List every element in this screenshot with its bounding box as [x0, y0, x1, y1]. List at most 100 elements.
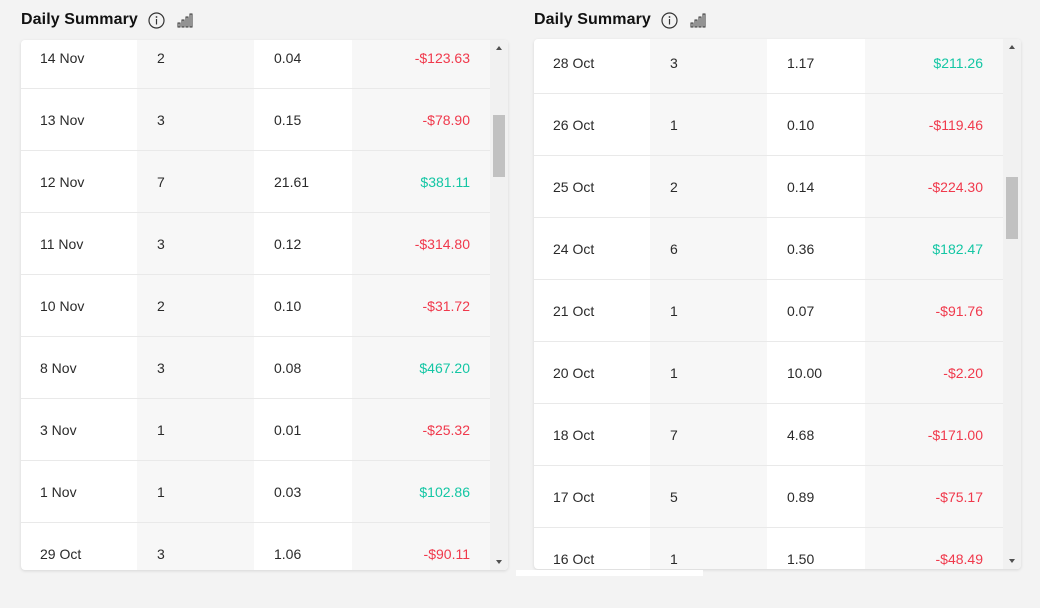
lots-cell: 0.15 — [274, 111, 302, 128]
table-row[interactable]: 8 Nov 3 0.08 $467.20 — [21, 337, 490, 399]
table-row[interactable]: 3 Nov 1 0.01 -$25.32 — [21, 399, 490, 461]
pnl-cell: -$78.90 — [352, 89, 490, 150]
date-cell: 11 Nov — [40, 235, 84, 252]
trades-cell: 1 — [650, 280, 767, 341]
lots-cell: 10.00 — [787, 364, 823, 381]
lots-cell: 0.36 — [787, 240, 815, 257]
info-icon[interactable] — [148, 11, 166, 29]
scroll-down-button[interactable] — [1003, 553, 1021, 569]
table-row[interactable]: 24 Oct 6 0.36 $182.47 — [534, 218, 1003, 280]
lots-cell: 0.14 — [787, 178, 815, 195]
date-cell: 1 Nov — [40, 483, 77, 500]
bottom-edge-strip — [516, 570, 703, 576]
bar-chart-icon[interactable] — [176, 11, 194, 29]
table-row[interactable]: 20 Oct 1 10.00 -$2.20 — [534, 342, 1003, 404]
trades-cell: 1 — [650, 528, 767, 569]
arrow-up-icon — [496, 46, 502, 50]
panel-header: Daily Summary — [21, 0, 508, 40]
daily-summary-panel-right: Daily Summary 28 Oct 3 1.17 $211.26 26 Oct 1 0… — [534, 0, 1021, 569]
pnl-cell: $182.47 — [865, 218, 1003, 279]
lots-cell: 0.12 — [274, 235, 302, 252]
date-cell: 17 Oct — [553, 488, 595, 505]
trades-cell: 3 — [137, 523, 254, 570]
trades-cell: 5 — [650, 466, 767, 527]
date-cell: 29 Oct — [40, 545, 82, 562]
date-cell: 28 Oct — [553, 54, 595, 71]
scroll-up-button[interactable] — [490, 40, 508, 56]
table-row[interactable]: 28 Oct 3 1.17 $211.26 — [534, 39, 1003, 94]
date-cell: 18 Oct — [553, 426, 595, 443]
pnl-cell: -$119.46 — [865, 94, 1003, 155]
arrow-down-icon — [1009, 559, 1015, 563]
trades-cell: 1 — [137, 461, 254, 522]
table-row[interactable]: 21 Oct 1 0.07 -$91.76 — [534, 280, 1003, 342]
arrow-up-icon — [1009, 45, 1015, 49]
pnl-cell: $381.11 — [352, 151, 490, 212]
scroll-thumb[interactable] — [493, 115, 505, 177]
date-cell: 16 Oct — [553, 550, 595, 567]
lots-cell: 0.08 — [274, 359, 302, 376]
scrollbar[interactable] — [1003, 39, 1021, 569]
pnl-cell: $467.20 — [352, 337, 490, 398]
lots-cell: 0.04 — [274, 49, 302, 66]
table-row[interactable]: 26 Oct 1 0.10 -$119.46 — [534, 94, 1003, 156]
lots-cell: 1.06 — [274, 545, 302, 562]
date-cell: 12 Nov — [40, 173, 85, 190]
date-cell: 26 Oct — [553, 116, 595, 133]
lots-cell: 0.10 — [787, 116, 815, 133]
lots-cell: 0.01 — [274, 421, 302, 438]
trades-cell: 2 — [137, 275, 254, 336]
lots-cell: 1.50 — [787, 550, 815, 567]
bar-chart-icon[interactable] — [689, 11, 707, 29]
scroll-down-button[interactable] — [490, 554, 508, 570]
date-cell: 14 Nov — [40, 49, 85, 66]
arrow-down-icon — [496, 560, 502, 564]
trades-cell: 1 — [650, 94, 767, 155]
trades-cell: 7 — [137, 151, 254, 212]
lots-cell: 4.68 — [787, 426, 815, 443]
date-cell: 8 Nov — [40, 359, 77, 376]
pnl-cell: $211.26 — [865, 39, 1003, 93]
scroll-thumb[interactable] — [1006, 177, 1018, 239]
pnl-cell: -$2.20 — [865, 342, 1003, 403]
table-row[interactable]: 13 Nov 3 0.15 -$78.90 — [21, 89, 490, 151]
date-cell: 20 Oct — [553, 364, 595, 381]
lots-cell: 0.03 — [274, 483, 302, 500]
summary-table: 14 Nov 2 0.04 -$123.63 13 Nov 3 0.15 -$78.90 12 … — [21, 40, 508, 570]
date-cell: 13 Nov — [40, 111, 85, 128]
trades-cell: 3 — [137, 337, 254, 398]
scrollbar[interactable] — [490, 40, 508, 570]
pnl-cell: -$48.49 — [865, 528, 1003, 569]
info-icon[interactable] — [661, 11, 679, 29]
pnl-cell: -$123.63 — [352, 40, 490, 88]
table-row[interactable]: 29 Oct 3 1.06 -$90.11 — [21, 523, 490, 570]
date-cell: 25 Oct — [553, 178, 595, 195]
table-row[interactable]: 1 Nov 1 0.03 $102.86 — [21, 461, 490, 523]
trades-cell: 3 — [137, 89, 254, 150]
date-cell: 3 Nov — [40, 421, 77, 438]
trades-cell: 1 — [650, 342, 767, 403]
trades-cell: 1 — [137, 399, 254, 460]
table-row[interactable]: 25 Oct 2 0.14 -$224.30 — [534, 156, 1003, 218]
table-row[interactable]: 11 Nov 3 0.12 -$314.80 — [21, 213, 490, 275]
trades-cell: 3 — [137, 213, 254, 274]
table-row[interactable]: 18 Oct 7 4.68 -$171.00 — [534, 404, 1003, 466]
pnl-cell: $102.86 — [352, 461, 490, 522]
daily-summary-panel-left: Daily Summary 14 Nov 2 0.04 -$123.63 13 Nov 3… — [21, 0, 508, 570]
lots-cell: 0.89 — [787, 488, 815, 505]
table-row[interactable]: 12 Nov 7 21.61 $381.11 — [21, 151, 490, 213]
pnl-cell: -$314.80 — [352, 213, 490, 274]
pnl-cell: -$75.17 — [865, 466, 1003, 527]
pnl-cell: -$224.30 — [865, 156, 1003, 217]
trades-cell: 2 — [137, 40, 254, 88]
table-row[interactable]: 16 Oct 1 1.50 -$48.49 — [534, 528, 1003, 569]
scroll-up-button[interactable] — [1003, 39, 1021, 55]
trades-cell: 2 — [650, 156, 767, 217]
pnl-cell: -$171.00 — [865, 404, 1003, 465]
table-row[interactable]: 17 Oct 5 0.89 -$75.17 — [534, 466, 1003, 528]
pnl-cell: -$90.11 — [352, 523, 490, 570]
lots-cell: 1.17 — [787, 54, 815, 71]
table-row[interactable]: 10 Nov 2 0.10 -$31.72 — [21, 275, 490, 337]
lots-cell: 0.07 — [787, 302, 815, 319]
table-row[interactable]: 14 Nov 2 0.04 -$123.63 — [21, 40, 490, 89]
